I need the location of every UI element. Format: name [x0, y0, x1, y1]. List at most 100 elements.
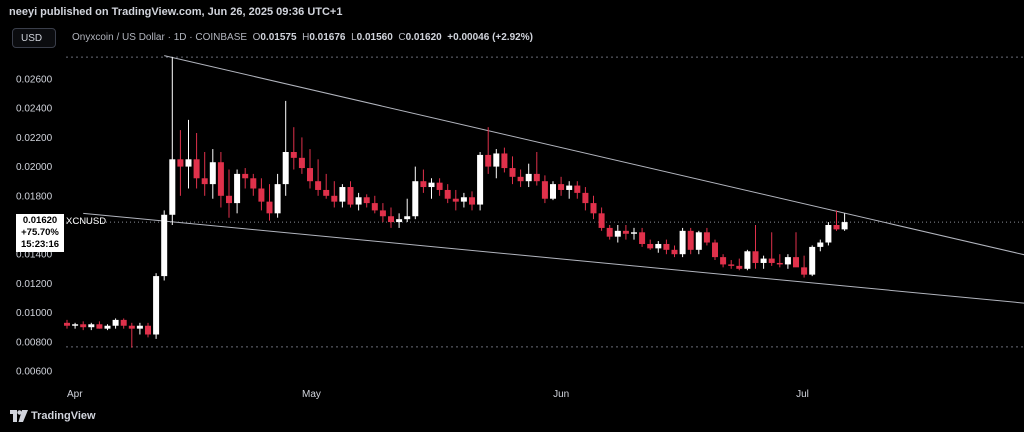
candle [679, 227, 686, 258]
candle-body [631, 232, 637, 234]
candle [606, 225, 613, 240]
candle-body [647, 243, 654, 249]
candle [96, 321, 103, 329]
candle-body [752, 251, 759, 263]
candle-body [622, 230, 629, 234]
x-tick-label: Jul [796, 389, 809, 400]
low-value: 0.01560 [356, 32, 393, 43]
candle [347, 181, 354, 208]
candle [558, 176, 565, 196]
candle-body [347, 187, 354, 205]
candle-body [315, 181, 322, 190]
trendline-lower [83, 212, 1024, 304]
candle [64, 319, 70, 329]
candle-body [339, 187, 346, 202]
candle [776, 254, 783, 268]
candle-body [841, 222, 848, 230]
candle [145, 322, 151, 338]
candle-body [784, 257, 791, 265]
candle [744, 249, 751, 271]
currency-button[interactable]: USD [12, 28, 56, 48]
candle-body [88, 324, 95, 328]
candle [728, 260, 735, 269]
publisher-header: neeyi published on TradingView.com, Jun … [9, 6, 343, 18]
candle [485, 127, 492, 174]
candle-body [736, 265, 743, 269]
candle [298, 137, 305, 174]
candle [153, 273, 160, 339]
candle-body [712, 242, 718, 258]
symbol-title: Onyxcoin / US Dollar · 1D · COINBASE [72, 32, 248, 43]
candle [736, 258, 743, 271]
candle [323, 173, 330, 199]
candle [396, 213, 403, 228]
candle-body [120, 319, 127, 326]
y-tick-label: 0.02200 [16, 133, 53, 144]
last-price-tag: 0.01620 +75.70% 15:23:16 [16, 214, 64, 252]
candle [566, 181, 573, 199]
candle [412, 166, 419, 220]
candle [801, 255, 808, 278]
candle-body [469, 197, 475, 205]
candle [339, 184, 346, 208]
candle [582, 187, 589, 211]
candle [258, 178, 265, 211]
candle-body [687, 230, 694, 250]
y-tick-label: 0.00600 [16, 367, 53, 378]
candle [590, 195, 597, 220]
candle-body [720, 257, 727, 265]
candle [460, 192, 467, 208]
candle-body [639, 232, 646, 244]
candle-body [663, 243, 670, 250]
candle-body [444, 189, 451, 199]
candle [825, 222, 832, 246]
candle-body [574, 185, 581, 193]
candle-body [112, 319, 119, 326]
candle [833, 210, 840, 231]
candle-body [452, 198, 459, 202]
candle-body [477, 154, 484, 205]
candle [315, 159, 322, 196]
candle-body [744, 251, 751, 269]
candle [501, 147, 508, 173]
tradingview-footer[interactable]: TradingView [10, 410, 96, 422]
candle [444, 184, 451, 204]
candle [307, 149, 313, 189]
x-tick-label: Jun [553, 389, 569, 400]
candle-body [209, 162, 216, 185]
candle-body [258, 188, 265, 202]
candle [234, 169, 241, 214]
y-tick-label: 0.01000 [16, 308, 53, 319]
candle-body [128, 325, 135, 329]
candle [420, 169, 427, 193]
low-label: L [351, 32, 357, 43]
candle [388, 207, 394, 228]
candle [517, 169, 524, 188]
candle [809, 245, 816, 277]
candle [752, 225, 759, 269]
candle [550, 181, 556, 201]
candle-body [793, 257, 799, 268]
y-tick-label: 0.01800 [16, 191, 53, 202]
candle-body [331, 195, 338, 202]
candle [169, 57, 176, 225]
candle-body [396, 219, 403, 223]
candle [331, 181, 338, 208]
candle [290, 127, 297, 170]
candle [533, 152, 540, 186]
candle-body [558, 184, 565, 190]
change-value: +0.00046 (+2.92%) [447, 32, 533, 43]
tradingview-logo-icon [10, 410, 28, 422]
candle-body [420, 181, 427, 188]
candle [250, 173, 257, 196]
candle [355, 192, 362, 211]
candle [363, 194, 370, 208]
candle-body [242, 173, 249, 179]
candle [436, 178, 443, 196]
candle-body [136, 325, 143, 329]
y-tick-label: 0.01400 [16, 250, 53, 261]
candle [817, 239, 824, 252]
candle-body [671, 249, 678, 255]
candle [622, 225, 629, 240]
